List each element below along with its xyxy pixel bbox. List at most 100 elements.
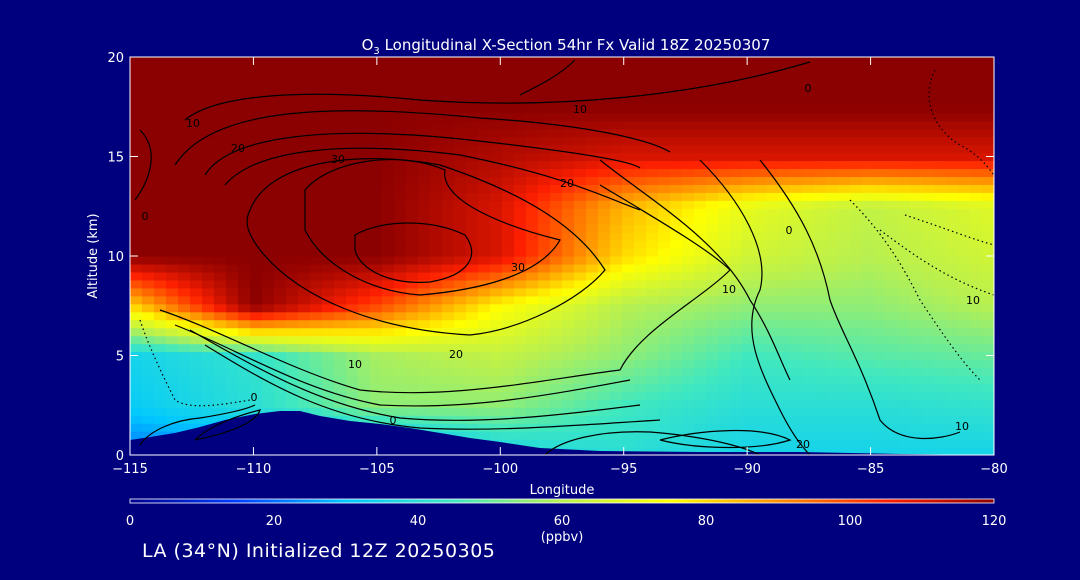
field-cell bbox=[802, 80, 815, 90]
field-cell bbox=[550, 80, 563, 90]
field-cell bbox=[706, 64, 719, 74]
field-cell bbox=[178, 383, 191, 392]
field-cell bbox=[910, 176, 923, 185]
field-cell bbox=[814, 96, 827, 106]
field-cell bbox=[826, 96, 839, 106]
field-cell bbox=[670, 216, 683, 225]
field-cell bbox=[766, 311, 779, 321]
field-cell bbox=[610, 184, 623, 193]
field-cell bbox=[454, 319, 467, 329]
field-cell bbox=[394, 359, 407, 369]
field-cell bbox=[982, 256, 994, 265]
field-cell bbox=[718, 295, 731, 305]
field-cell bbox=[982, 439, 994, 448]
field-cell bbox=[190, 351, 203, 361]
field-cell bbox=[862, 57, 875, 66]
field-cell bbox=[958, 128, 971, 138]
field-cell bbox=[478, 112, 491, 122]
field-cell bbox=[598, 184, 611, 193]
field-cell bbox=[934, 399, 947, 408]
field-cell bbox=[634, 295, 647, 305]
field-cell bbox=[550, 399, 563, 408]
field-cell bbox=[370, 104, 383, 114]
field-cell bbox=[670, 343, 683, 353]
field-cell bbox=[538, 263, 551, 273]
field-cell bbox=[382, 184, 395, 193]
field-cell bbox=[298, 367, 311, 376]
field-cell bbox=[706, 335, 719, 345]
field-cell bbox=[790, 431, 803, 440]
field-cell bbox=[802, 439, 815, 448]
field-cell bbox=[238, 152, 251, 162]
field-cell bbox=[550, 415, 563, 424]
field-cell bbox=[214, 391, 227, 400]
field-cell bbox=[202, 375, 215, 384]
field-cell bbox=[262, 240, 275, 249]
field-cell bbox=[634, 423, 647, 432]
field-cell bbox=[958, 57, 971, 66]
field-cell bbox=[886, 391, 899, 400]
field-cell bbox=[934, 431, 947, 440]
field-cell bbox=[322, 327, 335, 337]
field-cell bbox=[694, 311, 707, 321]
field-cell bbox=[670, 256, 683, 265]
field-cell bbox=[166, 200, 179, 209]
field-cell bbox=[850, 208, 863, 217]
contour-line-dotted bbox=[849, 199, 981, 381]
field-cell bbox=[694, 319, 707, 329]
field-cell bbox=[526, 80, 539, 90]
field-cell bbox=[982, 216, 994, 225]
field-cell bbox=[502, 256, 515, 265]
field-cell bbox=[406, 224, 419, 233]
contour-label: 10 bbox=[955, 420, 969, 433]
field-cell bbox=[262, 120, 275, 130]
field-cell bbox=[466, 144, 479, 154]
field-cell bbox=[394, 160, 407, 170]
field-cell bbox=[382, 271, 395, 281]
field-cell bbox=[490, 160, 503, 170]
field-cell bbox=[142, 208, 155, 217]
field-cell bbox=[382, 240, 395, 249]
field-cell bbox=[286, 88, 299, 98]
field-cell bbox=[454, 120, 467, 130]
field-cell bbox=[910, 279, 923, 289]
field-cell bbox=[418, 88, 431, 98]
field-cell bbox=[730, 224, 743, 233]
field-cell bbox=[238, 224, 251, 233]
field-cell bbox=[406, 232, 419, 241]
field-cell bbox=[226, 80, 239, 90]
field-cell bbox=[538, 343, 551, 353]
field-cell bbox=[298, 407, 311, 416]
field-cell bbox=[154, 208, 167, 217]
field-cell bbox=[778, 248, 791, 257]
field-cell bbox=[490, 391, 503, 400]
field-cell bbox=[502, 184, 515, 193]
field-cell bbox=[958, 72, 971, 82]
field-cell bbox=[130, 391, 143, 400]
field-cell bbox=[346, 399, 359, 408]
field-cell bbox=[286, 343, 299, 353]
field-cell bbox=[790, 287, 803, 297]
field-cell bbox=[718, 168, 731, 177]
field-cell bbox=[802, 303, 815, 313]
field-cell bbox=[418, 359, 431, 369]
field-cell bbox=[550, 319, 563, 329]
field-cell bbox=[562, 391, 575, 400]
field-cell bbox=[382, 407, 395, 416]
field-cell bbox=[130, 295, 143, 305]
field-cell bbox=[382, 88, 395, 98]
field-cell bbox=[790, 216, 803, 225]
field-cell bbox=[166, 399, 179, 408]
field-cell bbox=[190, 256, 203, 265]
field-cell bbox=[682, 439, 695, 448]
field-cell bbox=[298, 224, 311, 233]
field-cell bbox=[646, 367, 659, 376]
field-cell bbox=[574, 160, 587, 170]
field-cell bbox=[562, 224, 575, 233]
field-cell bbox=[634, 335, 647, 345]
field-cell bbox=[190, 271, 203, 281]
field-cell bbox=[526, 136, 539, 146]
field-cell bbox=[166, 375, 179, 384]
field-cell bbox=[730, 423, 743, 432]
field-cell bbox=[634, 447, 647, 455]
